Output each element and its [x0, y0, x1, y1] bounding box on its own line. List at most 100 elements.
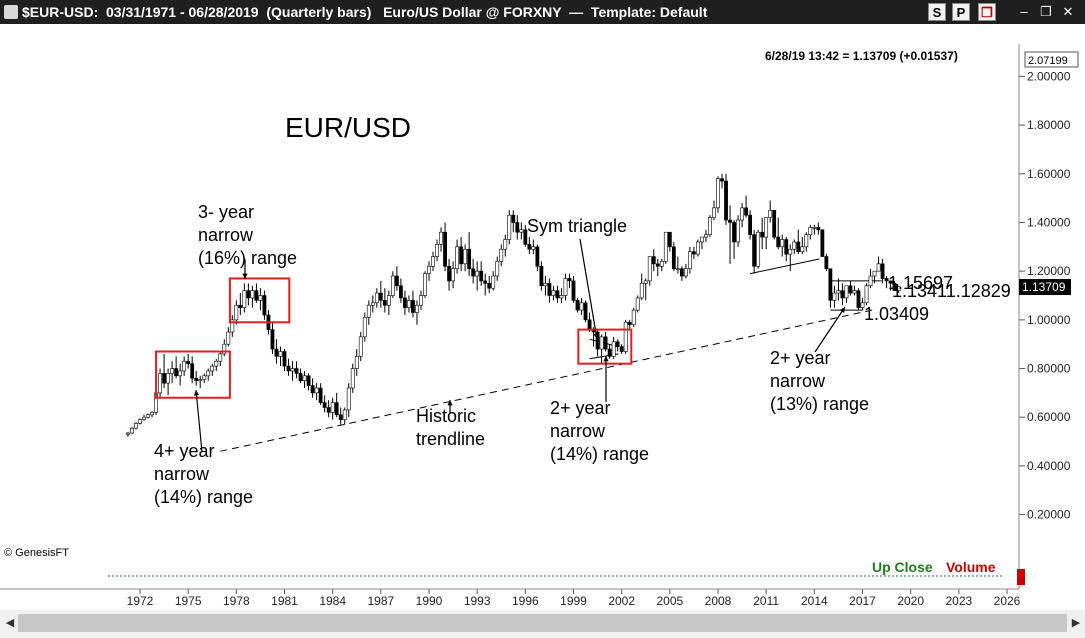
candle-body [744, 207, 748, 216]
candle-body [499, 248, 504, 262]
candle-body [439, 231, 443, 245]
candle-body [623, 321, 628, 352]
annotation-label: Historic [416, 406, 476, 426]
candle-body [198, 379, 203, 382]
y-tick-label: 1.80000 [1027, 118, 1071, 132]
candle-body [358, 336, 363, 357]
candle-body [270, 329, 275, 350]
candle-body [683, 268, 688, 277]
candle-body [158, 373, 162, 394]
candle-body [619, 346, 624, 352]
scroll-left-icon[interactable]: ◀ [5, 617, 15, 629]
horizontal-scrollbar[interactable]: ◀ ▶ [0, 610, 1085, 638]
candle-body [322, 402, 327, 408]
candle-body [394, 275, 399, 287]
candle-body [503, 239, 508, 250]
annotation-label: (16%) range [198, 248, 297, 268]
candle-body [142, 416, 146, 420]
candle-body [535, 246, 540, 267]
candle-body [631, 309, 636, 326]
candle-body [138, 419, 142, 424]
candle-body [334, 402, 339, 416]
x-tick-label: 2005 [656, 594, 683, 608]
candle-body [194, 377, 199, 382]
properties-icon[interactable]: ❐ [978, 3, 996, 21]
candle-body [736, 219, 740, 243]
candle-body [884, 278, 889, 282]
candle-body [868, 275, 873, 287]
arrowhead-icon [839, 307, 845, 313]
candle-body [318, 387, 323, 403]
candle-body [258, 295, 263, 301]
range-box [155, 350, 231, 399]
candle-body [635, 297, 640, 311]
p-button[interactable]: P [952, 3, 970, 21]
candle-body [166, 373, 170, 384]
candle-body [302, 375, 307, 382]
candle-body [374, 292, 379, 304]
candle-body [611, 341, 616, 357]
y-top-label: 2.07199 [1028, 55, 1068, 67]
candle-body [804, 234, 809, 248]
candle-body [330, 402, 335, 413]
x-tick-label: 1999 [560, 594, 587, 608]
candle-body [487, 283, 492, 289]
candle-body [607, 348, 612, 357]
arrowhead-icon [242, 273, 248, 279]
candle-body [491, 275, 496, 289]
annotation-label: 4+ year [154, 441, 215, 461]
candle-body [515, 222, 520, 233]
volume-marker [1017, 569, 1025, 585]
arrowhead-icon [193, 390, 200, 396]
credit-text: © GenesisFT [4, 547, 69, 559]
candle-body [475, 270, 480, 277]
candle-body [354, 356, 359, 369]
annotation-label: 3- year [198, 202, 254, 222]
candle-body [399, 285, 403, 299]
candle-body [768, 209, 773, 218]
candle-body [190, 363, 195, 379]
y-tick-label: 0.20000 [1027, 508, 1071, 522]
candle-body [407, 300, 411, 308]
arrowhead-icon [447, 400, 453, 406]
window-titlebar[interactable]: $EUR-USD: 03/31/1971 - 06/28/2019 (Quart… [0, 0, 1085, 24]
candle-body [603, 336, 608, 350]
candle-body [274, 348, 279, 357]
annotation-label: (14%) range [154, 487, 253, 507]
price-chart[interactable]: 0.20000 0.40000 0.60000 0.80000 1.00000 1.200… [0, 24, 1085, 610]
candle-body [784, 239, 789, 255]
x-tick-label: 2002 [608, 594, 635, 608]
close-icon[interactable]: ✕ [1062, 4, 1074, 19]
minimize-icon[interactable]: – [1020, 4, 1028, 19]
range-box [228, 277, 291, 324]
candle-body [776, 236, 781, 248]
candle-body [583, 302, 588, 321]
candle-body [688, 251, 692, 270]
candle-body [338, 414, 343, 420]
candle-body [174, 368, 179, 377]
y-tick-label: 0.60000 [1027, 410, 1071, 424]
y-tick-label: 0.80000 [1027, 362, 1071, 376]
x-tick-label: 2014 [801, 594, 828, 608]
candle-body [864, 285, 869, 304]
candle-body [896, 286, 901, 291]
candle-body [651, 256, 656, 265]
scrollbar-thumb[interactable] [18, 614, 1067, 632]
candle-body [559, 295, 564, 299]
range-box [577, 328, 633, 365]
candle-body [346, 387, 351, 411]
restore-icon[interactable]: ❐ [1040, 4, 1052, 19]
arrowhead-icon [603, 356, 609, 362]
scroll-right-icon[interactable]: ▶ [1071, 617, 1081, 629]
candle-body [246, 290, 251, 299]
candle-body [507, 214, 512, 240]
candle-body [671, 246, 676, 270]
candle-body [663, 231, 668, 262]
annotation-label: 2+ year [550, 398, 611, 418]
candle-body [443, 231, 447, 267]
candle-body [780, 239, 785, 248]
s-button[interactable]: S [928, 3, 946, 21]
candle-body [423, 273, 427, 296]
candle-body [587, 319, 592, 330]
candle-body [856, 290, 861, 308]
